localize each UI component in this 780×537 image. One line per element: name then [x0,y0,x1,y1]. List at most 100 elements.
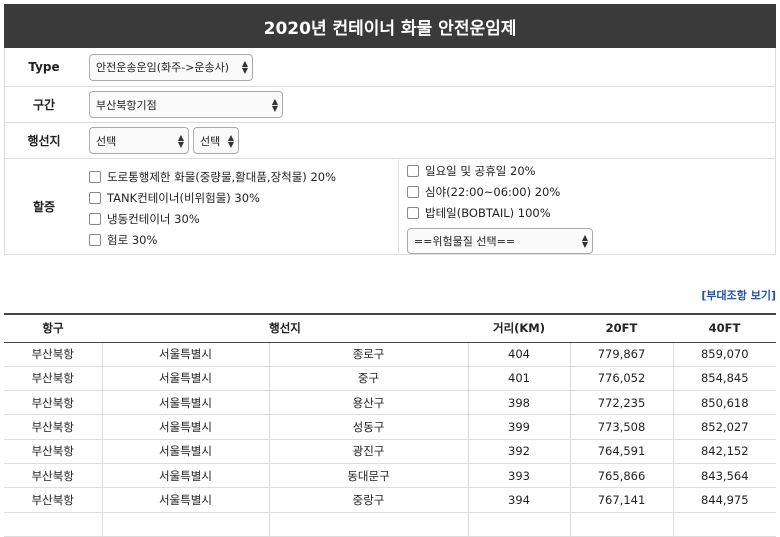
cell-distance: 404 [468,342,571,367]
cell-district: 종로구 [269,342,469,367]
rate-form: Type 안전운송운임(화주->운송사) ▲ ▼ 구간 부산북항기점 ▲ ▼ 행선지… [4,48,776,255]
header-40ft: 40FT [673,313,776,343]
surcharge-options-right: 일요일 및 공휴일 20% 심야(22:00~06:00) 20% 밥테일(BO… [399,159,593,254]
cell-rate-20ft: 765,866 [570,463,674,489]
cell-rate-20ft: 767,141 [570,487,674,513]
surcharge-row: 할증 도로통행제한 화물(중량물,활대품,장척물) 20% TANK컨테이너(비… [5,159,775,255]
header-distance: 거리(KM) [468,313,570,343]
cell-port: 부산북항 [4,366,103,392]
surcharge-options-left: 도로통행제한 화물(중량물,활대품,장척물) 20% TANK컨테이너(비위험물… [83,159,399,254]
page-title: 2020년 컨테이너 화물 안전운임제 [4,4,776,48]
cell-rate-40ft: 852,027 [673,414,776,440]
surcharge-checkbox[interactable]: 냉동컨테이너 30% [89,211,398,227]
cell-city: 서울특별시 [102,366,270,392]
cell-rate-40ft: 842,152 [673,439,776,464]
cell-city: 서울특별시 [102,390,270,416]
cell-city: 서울특별시 [102,487,270,513]
cell-rate-40ft: 843,564 [673,463,776,489]
cell-rate-20ft: 776,052 [570,366,674,392]
checkbox-box[interactable] [89,171,101,183]
hazard-select-value: ==위험물질 선택== [414,235,516,248]
table-row: 부산북항 서울특별시 용산구 398 772,235 850,618 [4,390,776,416]
cell-rate-40ft: 859,070 [673,342,776,367]
header-port: 항구 [4,313,102,343]
checkbox-box[interactable] [407,186,419,198]
cell-rate-40ft: 850,618 [673,390,776,416]
cell-district: 중구 [269,366,469,392]
header-20ft: 20FT [570,313,673,343]
cell-port: 부산북항 [4,342,103,367]
checkbox-box[interactable] [89,234,101,246]
cell-city: 서울특별시 [102,463,270,489]
cell-port: 부산북항 [4,390,103,416]
cell-rate-40ft: 854,845 [673,366,776,392]
cell-city: 서울특별시 [102,342,270,367]
cell-city: 서울특별시 [102,439,270,464]
type-select[interactable]: 안전운송운임(화주->운송사) ▲ ▼ [89,53,253,81]
cell-district: 성동구 [269,414,469,440]
section-select[interactable]: 부산북항기점 ▲ ▼ [89,91,283,118]
checkbox-box[interactable] [407,207,419,219]
type-row: Type 안전운송운임(화주->운송사) ▲ ▼ [5,48,775,87]
checkbox-box[interactable] [407,165,419,177]
select-arrows-icon: ▲ ▼ [581,233,588,249]
cell-distance: 394 [468,487,571,513]
cell-distance: 399 [468,414,571,440]
destination-row: 행선지 선택 ▲ ▼ 선택 ▲ ▼ [5,123,775,159]
table-row: 부산북항 서울특별시 중구 401 776,052 854,845 [4,366,776,392]
cell-rate-40ft [673,512,776,537]
supplementary-terms-link[interactable]: [부대조항 보기] [701,289,776,302]
cell-distance: 398 [468,390,571,416]
cell-port: 부산북항 [4,487,103,513]
destination-city-value: 선택 [96,134,117,148]
cell-rate-20ft: 779,867 [570,342,674,367]
table-row: 부산북항 서울특별시 광진구 392 764,591 842,152 [4,439,776,464]
cell-district: 용산구 [269,390,469,416]
section-select-value: 부산북항기점 [96,98,157,112]
hazard-select[interactable]: ==위험물질 선택== ▲ ▼ [407,228,593,254]
cell-rate-20ft: 764,591 [570,439,674,464]
cell-district [269,512,469,537]
destination-district-value: 선택 [200,134,221,148]
cell-rate-20ft: 772,235 [570,390,674,416]
section-label: 구간 [32,98,56,112]
cell-port: 부산북항 [4,463,103,489]
destination-district-select[interactable]: 선택 ▲ ▼ [193,127,239,154]
cell-district: 동대문구 [269,463,469,489]
select-arrows-icon: ▲ ▼ [177,132,184,149]
cell-distance: 392 [468,439,571,464]
table-header-row: 항구 행선지 거리(KM) 20FT 40FT [4,313,776,343]
cell-rate-20ft: 773,508 [570,414,674,440]
type-select-value: 안전운송운임(화주->운송사) [96,61,230,74]
table-row: 부산북항 서울특별시 종로구 404 779,867 859,070 [4,342,776,367]
cell-port: 부산북항 [4,439,103,464]
cell-rate-40ft: 844,975 [673,487,776,513]
select-arrows-icon: ▲ ▼ [241,59,248,75]
cell-rate-20ft [570,512,674,537]
section-row: 구간 부산북항기점 ▲ ▼ [5,87,775,123]
cell-district: 중랑구 [269,487,469,513]
cell-port [4,512,103,537]
cell-port: 부산북항 [4,414,103,440]
surcharge-checkbox[interactable]: 일요일 및 공휴일 20% [407,163,593,179]
surcharge-checkbox[interactable]: 밥테일(BOBTAIL) 100% [407,205,593,221]
surcharge-checkbox[interactable]: 도로통행제한 화물(중량물,활대품,장척물) 20% [89,169,398,185]
surcharge-checkbox[interactable]: TANK컨테이너(비위험물) 30% [89,190,398,206]
type-label: Type [28,60,60,74]
destination-city-select[interactable]: 선택 ▲ ▼ [89,127,189,154]
cell-city [102,512,270,537]
table-row [4,512,776,537]
checkbox-box[interactable] [89,192,101,204]
select-arrows-icon: ▲ ▼ [271,96,278,113]
surcharge-label: 할증 [32,200,56,214]
surcharge-checkbox[interactable]: 심야(22:00~06:00) 20% [407,184,593,200]
cell-city: 서울특별시 [102,414,270,440]
surcharge-checkbox[interactable]: 험로 30% [89,232,398,248]
cell-district: 광진구 [269,439,469,464]
rate-table: 항구 행선지 거리(KM) 20FT 40FT 부산북항 서울특별시 종로구 404 7… [4,313,776,537]
destination-label: 행선지 [27,134,61,148]
table-row: 부산북항 서울특별시 성동구 399 773,508 852,027 [4,414,776,440]
cell-distance: 401 [468,366,571,392]
checkbox-box[interactable] [89,213,101,225]
table-row: 부산북항 서울특별시 동대문구 393 765,866 843,564 [4,463,776,489]
